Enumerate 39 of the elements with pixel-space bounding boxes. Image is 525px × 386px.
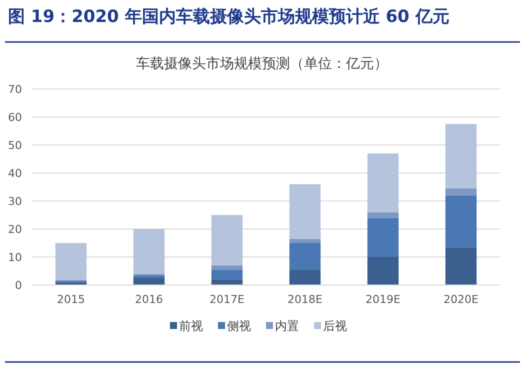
y-tick-label: 0 <box>15 279 22 292</box>
bar <box>289 270 321 285</box>
bar <box>211 270 243 280</box>
bar <box>445 188 477 196</box>
bar <box>445 247 477 285</box>
x-tick-label: 2020E <box>444 293 479 306</box>
legend-label: 前视 <box>179 319 203 333</box>
bar <box>367 212 399 218</box>
bar <box>211 265 243 270</box>
y-tick-label: 20 <box>8 223 22 236</box>
x-tick-label: 2016 <box>135 293 163 306</box>
y-tick-label: 30 <box>8 195 22 208</box>
legend-label: 内置 <box>275 319 299 333</box>
chart-subtitle: 车载摄像头市场规模预测（单位：亿元） <box>136 56 388 72</box>
bar <box>55 243 87 280</box>
bar <box>367 218 399 257</box>
bar <box>133 278 165 285</box>
bar <box>133 275 165 278</box>
y-tick-label: 70 <box>8 83 22 96</box>
y-tick-label: 10 <box>8 251 22 264</box>
bar <box>367 153 399 212</box>
y-tick-label: 50 <box>8 139 22 152</box>
x-tick-label: 2019E <box>366 293 401 306</box>
bar <box>289 184 321 239</box>
bar <box>211 215 243 266</box>
bar <box>367 257 399 285</box>
bar <box>289 243 321 270</box>
x-tick-label: 2017E <box>210 293 245 306</box>
x-tick-label: 2015 <box>57 293 85 306</box>
bar <box>445 195 477 248</box>
y-tick-label: 40 <box>8 167 22 180</box>
x-tick-label: 2018E <box>288 293 323 306</box>
legend-label: 侧视 <box>227 319 251 333</box>
bar <box>133 229 165 274</box>
bar <box>289 238 321 243</box>
y-tick-label: 60 <box>8 111 22 124</box>
chart-title: 图 19：2020 年国内车载摄像头市场规模预计近 60 亿元 <box>8 7 450 27</box>
bar <box>445 124 477 188</box>
legend-label: 后视 <box>323 319 347 333</box>
